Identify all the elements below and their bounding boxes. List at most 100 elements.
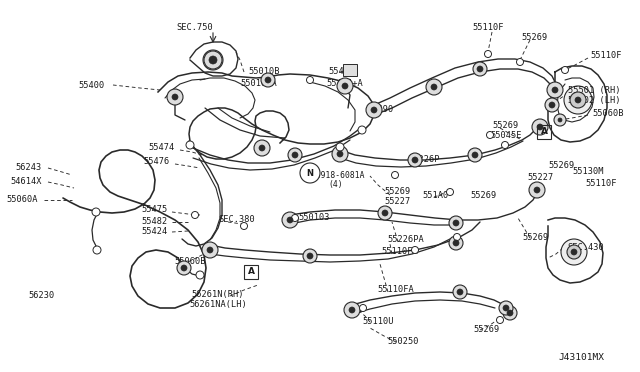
Text: 56230: 56230 — [29, 291, 55, 299]
Text: 55010B: 55010B — [248, 67, 280, 77]
Circle shape — [196, 271, 204, 279]
Circle shape — [472, 152, 478, 158]
Text: 55501 (RH): 55501 (RH) — [568, 86, 621, 94]
Text: 55130M: 55130M — [572, 167, 604, 176]
Circle shape — [167, 89, 183, 105]
Circle shape — [412, 157, 418, 163]
Circle shape — [547, 82, 563, 98]
Circle shape — [503, 305, 509, 311]
Circle shape — [177, 261, 191, 275]
Circle shape — [261, 73, 275, 87]
Text: N08918-6081A: N08918-6081A — [307, 170, 365, 180]
Text: 55110FA: 55110FA — [378, 285, 414, 295]
Circle shape — [516, 58, 524, 65]
Text: SEC.430: SEC.430 — [567, 244, 604, 253]
Circle shape — [412, 247, 419, 253]
Circle shape — [259, 145, 265, 151]
Circle shape — [408, 153, 422, 167]
Text: J43101MX: J43101MX — [558, 353, 604, 362]
Circle shape — [392, 171, 399, 179]
Circle shape — [507, 310, 513, 316]
Circle shape — [172, 94, 178, 100]
Text: 55476: 55476 — [144, 157, 170, 167]
Text: 550250: 550250 — [387, 337, 419, 346]
Circle shape — [191, 212, 198, 218]
Circle shape — [554, 114, 566, 126]
Circle shape — [549, 102, 555, 108]
Text: 551A0: 551A0 — [423, 190, 449, 199]
Text: 55424: 55424 — [141, 228, 168, 237]
Circle shape — [332, 146, 348, 162]
Circle shape — [477, 66, 483, 72]
Circle shape — [288, 148, 302, 162]
Text: 54614X: 54614X — [10, 177, 42, 186]
Text: (4): (4) — [329, 180, 343, 189]
Text: 550103: 550103 — [298, 214, 330, 222]
Text: A: A — [541, 128, 547, 137]
Text: 55269: 55269 — [548, 160, 574, 170]
Text: N: N — [307, 169, 314, 177]
Circle shape — [337, 151, 343, 157]
Text: 55269: 55269 — [522, 33, 548, 42]
Circle shape — [349, 307, 355, 313]
Circle shape — [300, 163, 320, 183]
Text: 55400: 55400 — [79, 80, 105, 90]
Circle shape — [93, 246, 101, 254]
Circle shape — [336, 143, 344, 151]
Circle shape — [552, 87, 558, 93]
Circle shape — [431, 84, 437, 90]
Circle shape — [449, 216, 463, 230]
Circle shape — [307, 253, 313, 259]
Circle shape — [426, 79, 442, 95]
Circle shape — [453, 220, 459, 226]
Circle shape — [287, 217, 293, 223]
Circle shape — [575, 97, 581, 103]
Text: 55110F: 55110F — [472, 23, 504, 32]
Circle shape — [499, 301, 513, 315]
Text: 55269: 55269 — [493, 122, 519, 131]
Circle shape — [497, 317, 504, 324]
Text: 56261NA(LH): 56261NA(LH) — [189, 301, 247, 310]
Circle shape — [291, 215, 298, 221]
Circle shape — [204, 51, 222, 69]
Circle shape — [570, 92, 586, 108]
Circle shape — [186, 141, 194, 149]
Text: 55226P: 55226P — [408, 155, 440, 164]
Circle shape — [254, 140, 270, 156]
Circle shape — [337, 78, 353, 94]
Text: 55269: 55269 — [385, 187, 411, 196]
Circle shape — [453, 285, 467, 299]
Circle shape — [561, 67, 568, 74]
Text: 55110F: 55110F — [585, 179, 616, 187]
Circle shape — [457, 289, 463, 295]
Circle shape — [567, 245, 581, 259]
Circle shape — [558, 118, 562, 122]
Circle shape — [453, 240, 459, 246]
Circle shape — [207, 247, 213, 253]
Text: 55060A: 55060A — [6, 196, 38, 205]
Circle shape — [344, 302, 360, 318]
Circle shape — [486, 131, 493, 138]
Circle shape — [210, 57, 216, 63]
Circle shape — [241, 222, 248, 230]
Text: 55269: 55269 — [474, 326, 500, 334]
Circle shape — [209, 56, 217, 64]
Text: 56261N(RH): 56261N(RH) — [192, 291, 244, 299]
Text: 55502 (LH): 55502 (LH) — [568, 96, 621, 105]
Bar — [343, 64, 357, 76]
Circle shape — [282, 212, 298, 228]
Circle shape — [307, 170, 314, 176]
Circle shape — [447, 189, 454, 196]
Text: 55490: 55490 — [367, 106, 393, 115]
Text: 55482: 55482 — [141, 217, 168, 225]
Text: 55045E: 55045E — [490, 131, 522, 141]
Circle shape — [473, 62, 487, 76]
Circle shape — [181, 265, 187, 271]
Circle shape — [561, 239, 587, 265]
Text: 55227: 55227 — [527, 173, 553, 183]
Circle shape — [564, 86, 592, 114]
Text: 55227: 55227 — [385, 198, 411, 206]
Bar — [537, 125, 551, 139]
Text: 55110FA: 55110FA — [381, 247, 419, 257]
Text: 55464: 55464 — [328, 67, 355, 77]
